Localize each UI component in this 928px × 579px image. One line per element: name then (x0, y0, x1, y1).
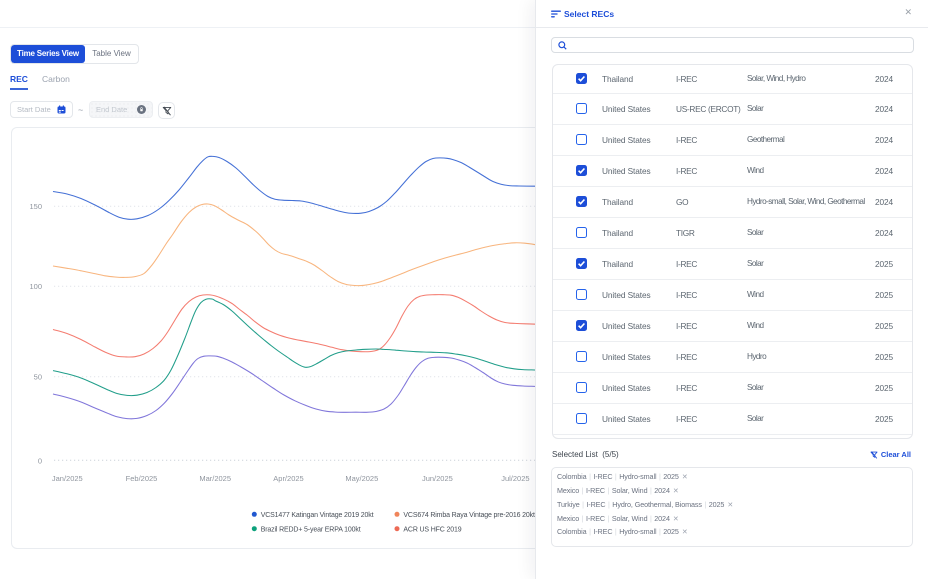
svg-text:50: 50 (34, 372, 42, 381)
svg-text:VCS674 Rimba Raya Vintage pre-: VCS674 Rimba Raya Vintage pre-2016 20kt (403, 512, 535, 519)
svg-text:Apr/2025: Apr/2025 (273, 474, 303, 483)
svg-text:0: 0 (38, 457, 42, 466)
svg-text:May/2025: May/2025 (345, 474, 378, 483)
svg-text:Jan/2025: Jan/2025 (52, 474, 83, 483)
svg-text:Jun/2025: Jun/2025 (422, 474, 453, 483)
svg-text:ACR US HFC 2019: ACR US HFC 2019 (403, 526, 461, 533)
svg-text:VCS1477 Katingan Vintage 2019: VCS1477 Katingan Vintage 2019 20kt (261, 512, 374, 519)
svg-text:Mar/2025: Mar/2025 (199, 474, 231, 483)
svg-text:100: 100 (29, 282, 42, 291)
svg-text:Jul/2025: Jul/2025 (501, 474, 529, 483)
svg-text:150: 150 (29, 202, 42, 211)
svg-text:Brazil REDD+ 5-year ERPA 100kt: Brazil REDD+ 5-year ERPA 100kt (261, 526, 361, 533)
svg-text:Feb/2025: Feb/2025 (126, 474, 158, 483)
